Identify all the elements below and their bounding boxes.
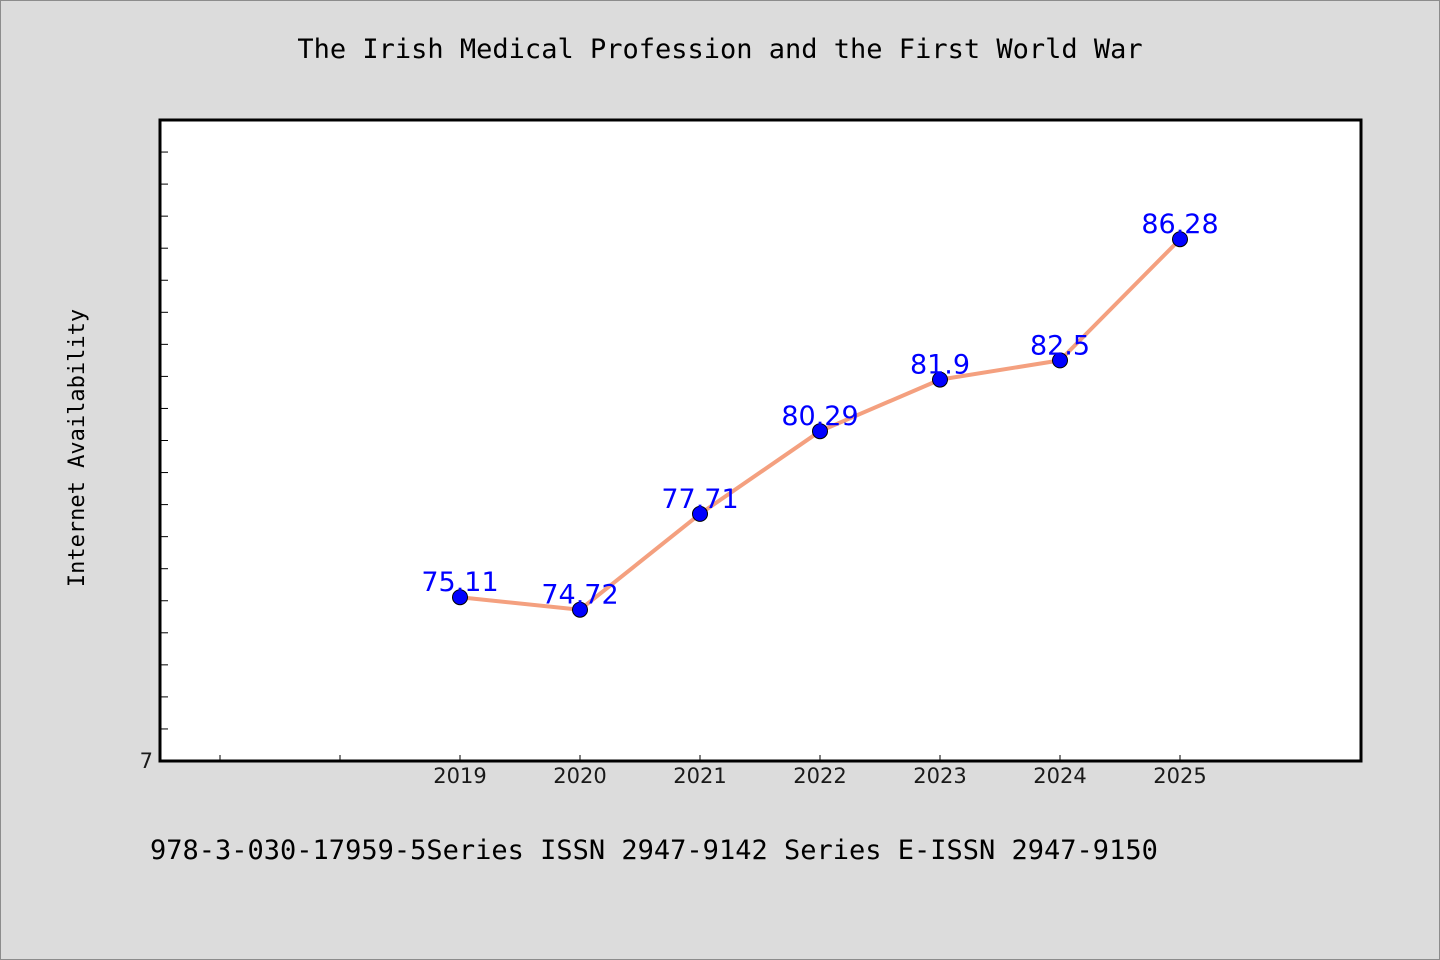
data-label: 81.9 — [910, 350, 970, 381]
data-point — [572, 601, 588, 618]
x-tick-label: 2022 — [793, 764, 846, 788]
data-point — [812, 423, 828, 440]
y-axis-ticks — [160, 151, 168, 730]
plot-area — [158, 118, 1363, 763]
data-point — [1052, 352, 1068, 369]
x-tick-label: 2025 — [1153, 764, 1206, 788]
data-point — [452, 589, 468, 606]
data-label: 86.28 — [1141, 209, 1218, 240]
data-label: 80.29 — [781, 401, 858, 432]
data-point — [692, 505, 708, 522]
data-point — [932, 371, 948, 388]
x-tick-label: 2021 — [673, 764, 726, 788]
data-point — [1172, 231, 1188, 248]
x-tick-label: 2023 — [913, 764, 966, 788]
x-tick-label: 2024 — [1033, 764, 1086, 788]
y-tick-label: 7 — [140, 749, 153, 773]
x-tick-label: 2019 — [433, 764, 486, 788]
footer-isbn-text: 978-3-030-17959-5Series ISSN 2947-9142 S… — [150, 835, 1158, 866]
data-label: 74.72 — [541, 580, 618, 611]
chart-title: The Irish Medical Profession and the Fir… — [297, 34, 1143, 65]
x-tick-label: 2020 — [553, 764, 606, 788]
data-label: 82.5 — [1030, 330, 1090, 361]
x-axis-ticks: 2019 2020 2021 2022 2023 2024 2025 — [219, 755, 1207, 788]
data-label: 75.11 — [421, 567, 498, 598]
data-label: 77.71 — [661, 484, 738, 515]
y-axis-label: Internet Availability — [65, 309, 90, 587]
series-group: 75.11 74.72 77.71 80.29 81.9 82.5 86.28 — [421, 209, 1219, 618]
